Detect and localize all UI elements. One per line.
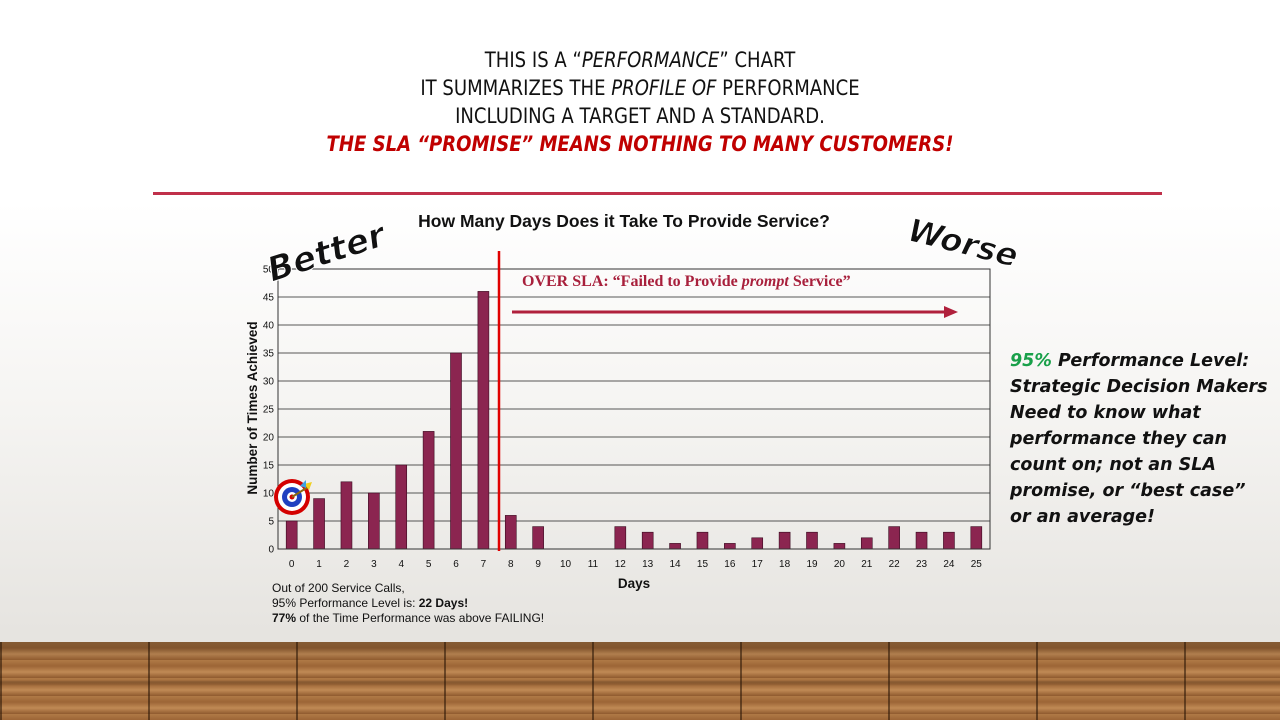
x-tick-label: 17 <box>752 559 764 570</box>
arrow-right-icon <box>512 306 958 318</box>
y-tick-label: 45 <box>263 293 275 304</box>
bar-day-18 <box>778 531 791 550</box>
bar-day-7 <box>477 291 490 550</box>
bar-day-4 <box>395 464 408 550</box>
bar-day-23 <box>915 531 928 550</box>
bar-day-25 <box>970 526 983 550</box>
bar-day-22 <box>888 526 900 550</box>
x-tick-label: 14 <box>670 559 682 570</box>
bar-day-13 <box>641 531 654 550</box>
title-line-4: THE SLA “PROMISE” MEANS NOTHING TO MANY … <box>326 132 954 156</box>
x-tick-label: 10 <box>560 559 572 570</box>
y-tick-labels: 0 5 10 15 20 25 30 35 40 45 50 <box>263 265 275 556</box>
title-line-2: IT SUMMARIZES THE PROFILE OF PERFORMANCE <box>420 76 860 100</box>
wood-floor <box>0 642 1280 720</box>
x-tick-label: 8 <box>508 559 514 570</box>
bar-day-15 <box>696 531 709 550</box>
bar-day-20 <box>833 543 846 550</box>
x-tick-label: 6 <box>453 559 459 570</box>
bar-day-16 <box>724 543 736 550</box>
y-tick-label: 20 <box>263 433 275 444</box>
y-tick-label: 10 <box>263 489 275 500</box>
y-tick-label: 15 <box>263 461 275 472</box>
plot-area-border <box>277 268 991 550</box>
x-tick-label: 4 <box>398 559 404 570</box>
x-tick-label: 16 <box>724 559 736 570</box>
title-divider <box>153 192 1162 195</box>
bar-day-9 <box>532 526 544 550</box>
x-tick-label: 23 <box>916 559 928 570</box>
y-tick-label: 0 <box>268 545 274 556</box>
bar-day-0 <box>285 520 298 550</box>
bar-day-24 <box>943 531 955 550</box>
better-label: Better <box>262 214 392 290</box>
x-axis-label: Days <box>618 576 650 591</box>
x-tick-label: 12 <box>615 559 627 570</box>
x-tick-label: 20 <box>834 559 846 570</box>
x-tick-label: 11 <box>588 559 599 570</box>
bar-day-8 <box>504 515 517 550</box>
x-tick-label: 25 <box>971 559 983 570</box>
y-tick-label: 35 <box>263 349 275 360</box>
bar-day-21 <box>860 537 873 550</box>
bar-day-1 <box>313 498 325 550</box>
chart-title: How Many Days Does it Take To Provide Se… <box>418 211 830 231</box>
bar-day-6 <box>450 352 462 550</box>
x-tick-label: 24 <box>943 559 955 570</box>
bar-day-19 <box>806 531 818 550</box>
bar-day-5 <box>422 431 435 550</box>
performance-percent: 95% <box>1010 351 1052 371</box>
x-tick-label: 5 <box>426 559 432 570</box>
y-tick-label: 25 <box>263 405 275 416</box>
x-tick-label: 22 <box>889 559 901 570</box>
y-tick-label: 40 <box>263 321 275 332</box>
x-tick-labels: 0 1 2 3 4 5 6 7 8 9 10 11 12 13 14 15 16 17 18 19 20 21 22 23 24… <box>289 559 982 570</box>
y-tick-label: 50 <box>263 265 275 276</box>
bars <box>285 291 983 550</box>
bar-day-17 <box>751 537 764 550</box>
target-icon <box>274 479 312 515</box>
x-tick-label: 9 <box>535 559 541 570</box>
bar-day-3 <box>368 492 380 550</box>
bar-day-2 <box>340 481 353 550</box>
over-sla-label: OVER SLA: “Failed to Provide prompt Serv… <box>522 273 851 290</box>
x-tick-label: 15 <box>697 559 709 570</box>
x-tick-label: 19 <box>806 559 818 570</box>
performance-level-note: 95% Performance Level: Strategic Decisio… <box>1010 351 1268 527</box>
x-tick-label: 21 <box>861 559 873 570</box>
x-tick-label: 13 <box>642 559 654 570</box>
bar-day-14 <box>669 543 681 550</box>
y-axis-label: Number of Times Achieved <box>245 321 260 494</box>
worse-label: Worse <box>904 211 1022 275</box>
title-line-1: THIS IS A “PERFORMANCE” CHART <box>484 48 796 72</box>
y-tick-label: 30 <box>263 377 275 388</box>
y-tick-label: 5 <box>268 517 274 528</box>
x-tick-label: 18 <box>779 559 791 570</box>
x-tick-label: 7 <box>481 559 487 570</box>
x-tick-label: 0 <box>289 559 295 570</box>
x-tick-label: 1 <box>316 559 322 570</box>
bar-day-12 <box>614 526 627 550</box>
x-tick-label: 2 <box>344 559 350 570</box>
title-line-3: INCLUDING A TARGET AND A STANDARD. <box>455 104 825 128</box>
summary-note: Out of 200 Service Calls, 95% Performanc… <box>272 581 545 625</box>
slide-title: THIS IS A “PERFORMANCE” CHART IT SUMMARI… <box>90 46 1191 158</box>
x-tick-label: 3 <box>371 559 377 570</box>
